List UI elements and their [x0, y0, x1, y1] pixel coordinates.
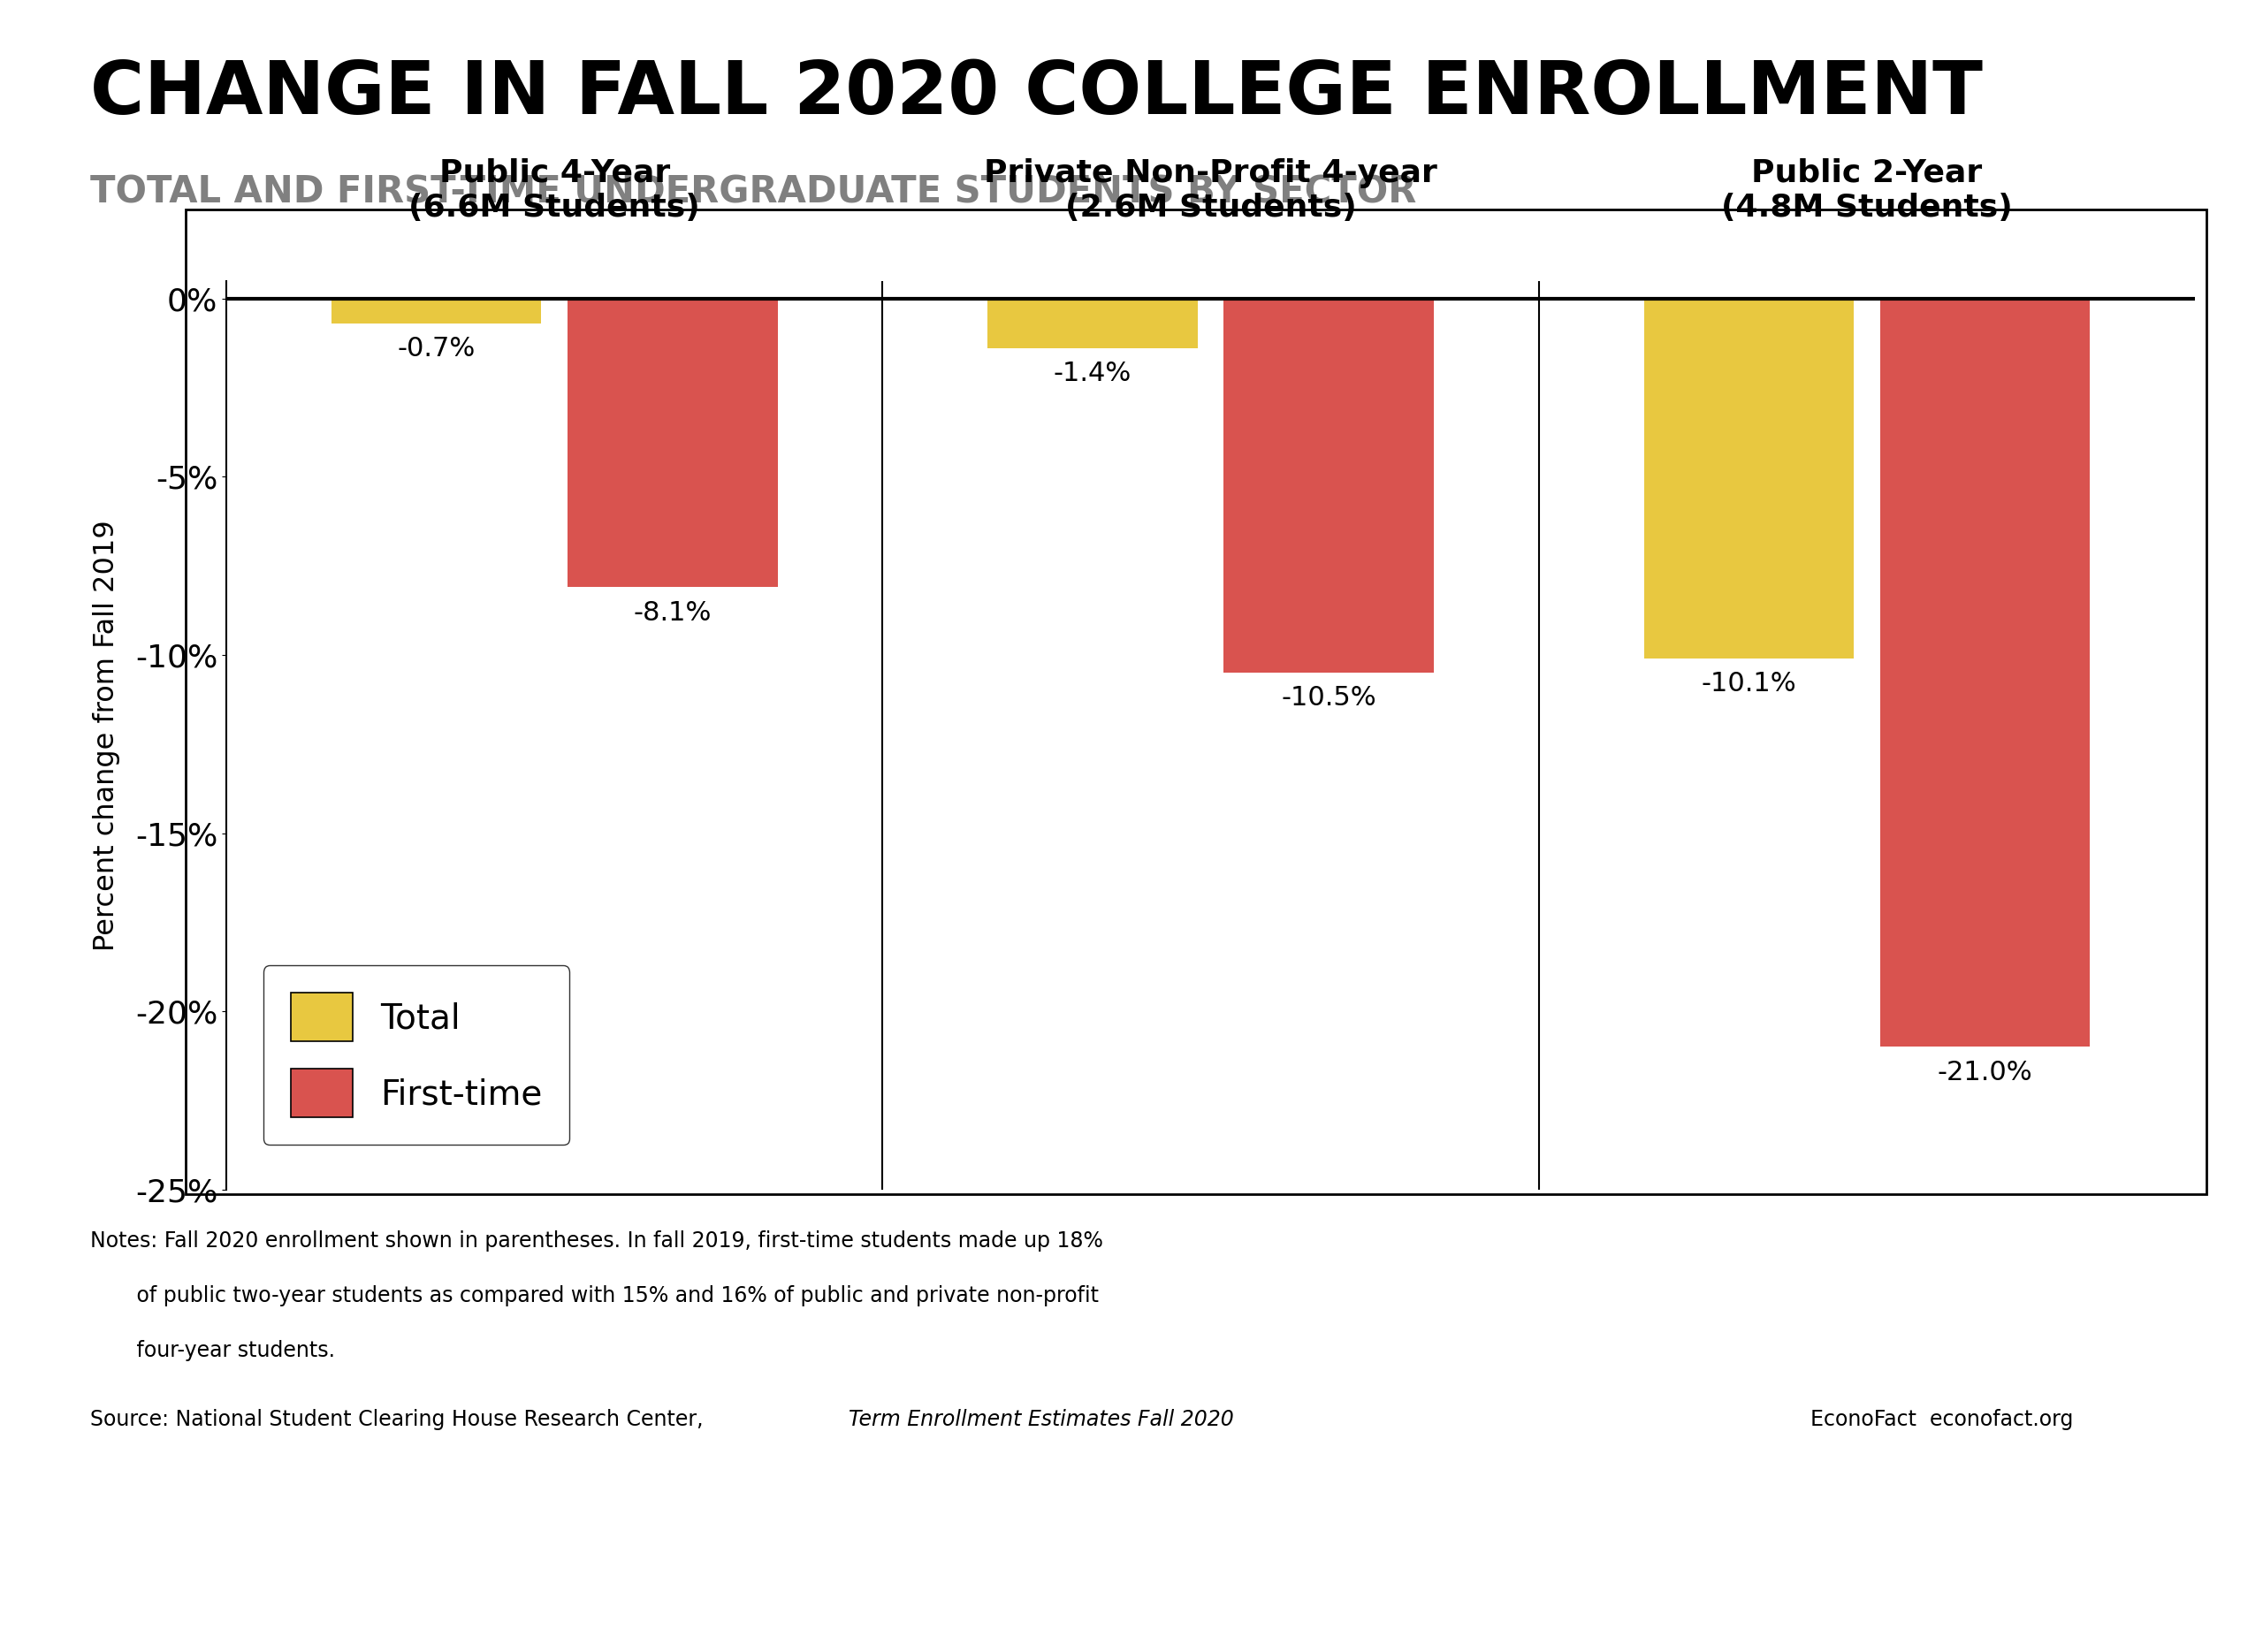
Text: Term Enrollment Estimates Fall 2020: Term Enrollment Estimates Fall 2020	[849, 1409, 1233, 1431]
Text: Public 4-Year
(6.6M Students): Public 4-Year (6.6M Students)	[410, 159, 699, 223]
Bar	[1881, 299, 2091, 1047]
Legend: Total, First-time: Total, First-time	[263, 965, 570, 1145]
Text: Private Non-Profit 4-year
(2.6M Students): Private Non-Profit 4-year (2.6M Students…	[984, 159, 1437, 223]
Text: Notes: Fall 2020 enrollment shown in parentheses. In fall 2019, first-time stude: Notes: Fall 2020 enrollment shown in par…	[91, 1231, 1104, 1252]
Text: CHANGE IN FALL 2020 COLLEGE ENROLLMENT: CHANGE IN FALL 2020 COLLEGE ENROLLMENT	[91, 58, 1982, 129]
Text: -10.5%: -10.5%	[1281, 686, 1376, 710]
Y-axis label: Percent change from Fall 2019: Percent change from Fall 2019	[93, 520, 120, 950]
Bar	[1224, 299, 1435, 672]
Bar	[330, 299, 541, 324]
Text: of public two-year students as compared with 15% and 16% of public and private n: of public two-year students as compared …	[91, 1285, 1100, 1307]
Bar	[568, 299, 778, 586]
Text: -0.7%: -0.7%	[398, 335, 475, 362]
Text: EconoFact  econofact.org: EconoFact econofact.org	[1810, 1409, 2073, 1431]
Bar	[987, 299, 1197, 349]
Bar	[1643, 299, 1853, 659]
Text: -21.0%: -21.0%	[1937, 1059, 2032, 1085]
Text: four-year students.: four-year students.	[91, 1340, 335, 1361]
Text: -8.1%: -8.1%	[634, 600, 711, 626]
Text: -10.1%: -10.1%	[1702, 671, 1797, 697]
Text: Public 2-Year
(4.8M Students): Public 2-Year (4.8M Students)	[1722, 159, 2012, 223]
Text: TOTAL AND FIRST-TIME UNDERGRADUATE STUDENTS BY SECTOR: TOTAL AND FIRST-TIME UNDERGRADUATE STUDE…	[91, 173, 1417, 210]
Text: -1.4%: -1.4%	[1055, 362, 1132, 387]
Text: Source: National Student Clearing House Research Center,: Source: National Student Clearing House …	[91, 1409, 711, 1431]
